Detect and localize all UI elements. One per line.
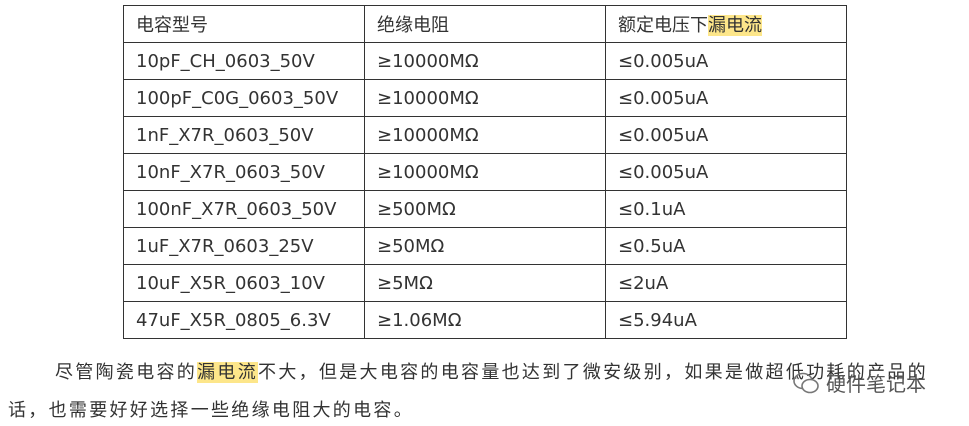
table-cell: ≤0.005uA xyxy=(605,153,847,191)
paragraph-line: 尽管陶瓷电容的漏电流不大，但是大电容的电容量也达到了微安级别，如果是做超低功耗的… xyxy=(55,358,928,384)
table-cell: ≥1.06MΩ xyxy=(364,301,606,339)
table-cell: ≥10000MΩ xyxy=(364,79,606,117)
header-text: 电容型号 xyxy=(136,15,208,36)
table-cell: ≤0.005uA xyxy=(605,116,847,154)
header-cell: 绝缘电阻 xyxy=(364,5,606,43)
table-cell: 1nF_X7R_0603_50V xyxy=(123,116,365,154)
table-row: 10uF_X5R_0603_10V ≥5MΩ ≤2uA xyxy=(123,264,847,302)
table-cell: 10nF_X7R_0603_50V xyxy=(123,153,365,191)
table-row: 1uF_X7R_0603_25V ≥50MΩ ≤0.5uA xyxy=(123,227,847,265)
table-cell: 47uF_X5R_0805_6.3V xyxy=(123,301,365,339)
table-row: 47uF_X5R_0805_6.3V ≥1.06MΩ ≤5.94uA xyxy=(123,301,847,339)
table-cell: ≥5MΩ xyxy=(364,264,606,302)
table-cell: ≤2uA xyxy=(605,264,847,302)
table-cell: 10uF_X5R_0603_10V xyxy=(123,264,365,302)
table-row: 1nF_X7R_0603_50V ≥10000MΩ ≤0.005uA xyxy=(123,116,847,154)
text: 话，也需要好好选择一些绝缘电阻大的电容。 xyxy=(8,400,414,421)
table-cell: ≥10000MΩ xyxy=(364,153,606,191)
watermark: 硬件笔记本 xyxy=(792,368,926,397)
header-cell: 额定电压下漏电流 xyxy=(605,5,847,43)
table-row: 10pF_CH_0603_50V ≥10000MΩ ≤0.005uA xyxy=(123,42,847,80)
header-text: 绝缘电阻 xyxy=(377,15,449,36)
table-cell: ≤0.5uA xyxy=(605,227,847,265)
table-row: 100pF_C0G_0603_50V ≥10000MΩ ≤0.005uA xyxy=(123,79,847,117)
highlight: 漏电流 xyxy=(197,362,259,383)
header-text: 额定电压下 xyxy=(618,15,708,36)
text: 不大，但是大电容的电容量也达到了微安级别，如果是做超低功耗的产品的 xyxy=(258,362,928,383)
paragraph-line: 话，也需要好好选择一些绝缘电阻大的电容。 xyxy=(8,396,414,422)
wechat-icon xyxy=(793,372,819,393)
header-row: 电容型号 绝缘电阻 额定电压下漏电流 xyxy=(123,5,847,43)
table-cell: 100nF_X7R_0603_50V xyxy=(123,190,365,228)
table-cell: 10pF_CH_0603_50V xyxy=(123,42,365,80)
header-cell: 电容型号 xyxy=(123,5,365,43)
table-row: 10nF_X7R_0603_50V ≥10000MΩ ≤0.005uA xyxy=(123,153,847,191)
table-cell: 100pF_C0G_0603_50V xyxy=(123,79,365,117)
table-cell: ≥50MΩ xyxy=(364,227,606,265)
leakage-table: 电容型号 绝缘电阻 额定电压下漏电流 10pF_CH_0603_50V ≥10000MΩ… xyxy=(123,5,847,339)
highlight: 漏电流 xyxy=(708,15,762,36)
table-cell: ≥500MΩ xyxy=(364,190,606,228)
table-cell: ≤5.94uA xyxy=(605,301,847,339)
table-cell: ≤0.005uA xyxy=(605,79,847,117)
table-cell: ≤0.1uA xyxy=(605,190,847,228)
watermark-text: 硬件笔记本 xyxy=(826,372,926,396)
text: 尽管陶瓷电容的 xyxy=(55,362,198,383)
table-cell: ≥10000MΩ xyxy=(364,116,606,154)
table-cell: 1uF_X7R_0603_25V xyxy=(123,227,365,265)
table-cell: ≤0.005uA xyxy=(605,42,847,80)
table-cell: ≥10000MΩ xyxy=(364,42,606,80)
table-row: 100nF_X7R_0603_50V ≥500MΩ ≤0.1uA xyxy=(123,190,847,228)
